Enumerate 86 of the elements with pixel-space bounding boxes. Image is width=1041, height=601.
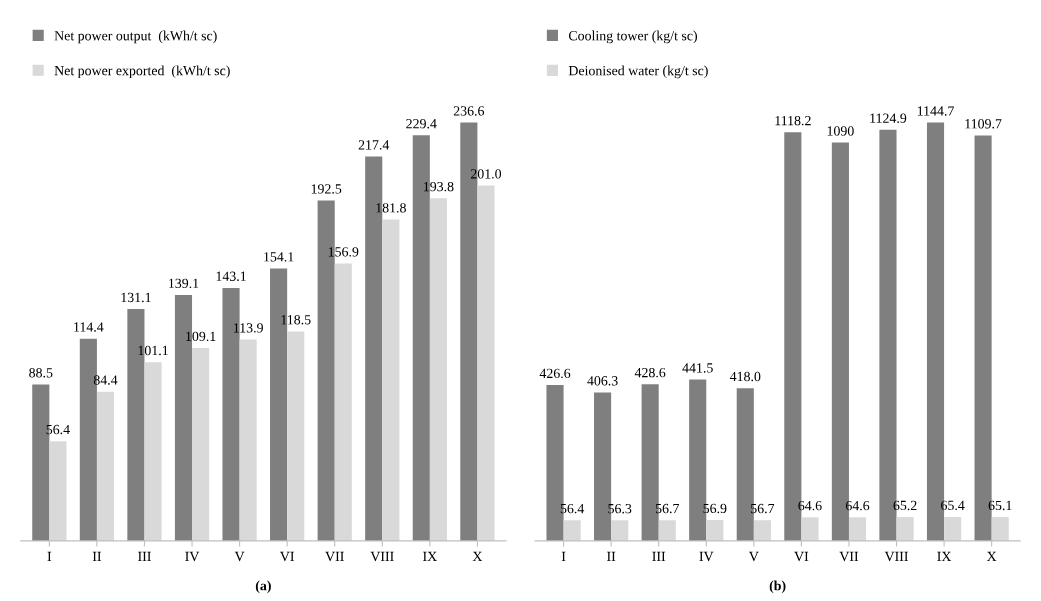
data-label: 406.3 [587, 376, 618, 386]
x-tick-label: X [472, 551, 483, 561]
data-label: 131.1 [121, 292, 151, 303]
data-label: 65.1 [988, 500, 1012, 511]
x-tick-label: IX [423, 551, 437, 561]
data-label: 114.4 [74, 322, 104, 332]
x-tick-label: I [561, 551, 566, 561]
data-label: 217.4 [358, 140, 390, 150]
x-tick-label: VI [794, 551, 809, 562]
data-label: 143.1 [216, 271, 246, 281]
bar [192, 348, 210, 541]
x-tick-label: III [652, 551, 666, 561]
bar [477, 185, 495, 541]
bar [96, 391, 115, 541]
bar [753, 520, 771, 541]
data-label: 426.6 [539, 368, 571, 379]
data-label: 201.0 [470, 169, 502, 179]
x-tick-label: VIII [370, 551, 394, 562]
data-label: 65.4 [941, 500, 965, 511]
data-label: 1144.7 [917, 106, 954, 116]
data-label: 229.4 [406, 119, 437, 129]
bar [382, 219, 400, 541]
bar [429, 198, 447, 541]
legend-label: Net power output (kWh/t sc) [54, 30, 217, 44]
bar [706, 520, 724, 541]
data-label: 84.4 [93, 375, 118, 385]
x-tick-label: V [748, 551, 759, 562]
data-label: 441.5 [682, 363, 713, 373]
data-label: 101.1 [138, 345, 168, 356]
data-label: 1109.7 [965, 119, 1002, 129]
bar [944, 517, 962, 541]
data-label: 64.6 [798, 500, 822, 511]
x-tick-label: VI [279, 551, 294, 562]
data-label: 64.6 [845, 500, 870, 511]
data-label: 56.4 [560, 503, 585, 514]
bar [334, 263, 352, 541]
x-axis-title: (a) [255, 580, 271, 594]
bar [658, 520, 676, 541]
x-tick-label: VII [325, 551, 344, 562]
data-label: 65.2 [893, 500, 917, 511]
bar [239, 339, 257, 541]
bar [611, 520, 629, 541]
x-tick-label: VIII [884, 551, 908, 562]
data-label: 1090 [827, 126, 854, 136]
x-tick-label: V [234, 551, 245, 562]
data-label: 56.7 [751, 503, 775, 514]
data-label: 192.5 [311, 184, 342, 194]
bar [563, 520, 581, 541]
data-label: 118.5 [281, 315, 311, 325]
bar [49, 441, 67, 541]
bar [144, 362, 162, 541]
x-tick-label: IV [185, 551, 200, 562]
data-label: 1118.2 [775, 115, 811, 126]
x-tick-label: X [986, 551, 997, 561]
x-tick-label: II [92, 551, 102, 561]
data-label: 88.5 [29, 368, 53, 378]
data-label: 193.8 [424, 181, 454, 192]
data-label: 1124.9 [870, 113, 907, 123]
data-label: 56.3 [608, 504, 632, 514]
data-label: 181.8 [376, 203, 406, 213]
x-tick-label: I [47, 551, 52, 561]
data-label: 113.9 [234, 323, 263, 333]
bar [848, 517, 867, 541]
x-tick-label: IV [699, 551, 714, 562]
data-label: 236.6 [453, 106, 485, 116]
data-label: 418.0 [729, 371, 761, 382]
data-label: 56.7 [655, 503, 680, 514]
bar [896, 517, 914, 541]
legend-label: Cooling tower (kg/t sc) [568, 30, 697, 44]
data-label: 428.6 [634, 367, 666, 378]
bar [287, 331, 305, 541]
legend-label: Deionised water (kg/t sc) [568, 65, 708, 79]
x-tick-label: II [607, 551, 616, 561]
bar [991, 517, 1009, 541]
x-axis-title: (b) [769, 580, 786, 594]
data-label: 56.9 [703, 503, 727, 514]
x-tick-label: III [138, 551, 151, 561]
legend-label: Net power exported (kWh/t sc) [54, 65, 230, 79]
data-label: 56.4 [46, 424, 70, 435]
data-label: 154.1 [264, 252, 294, 262]
data-label: 156.9 [328, 247, 359, 257]
x-tick-label: VII [839, 551, 859, 562]
x-tick-label: IX [937, 551, 952, 561]
data-label: 139.1 [169, 278, 199, 289]
bar [801, 517, 819, 541]
data-label: 109.1 [186, 331, 216, 342]
